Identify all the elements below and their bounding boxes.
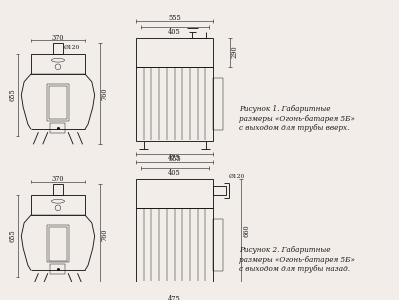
Bar — [49, 227, 67, 260]
Text: 655: 655 — [9, 230, 17, 242]
Text: 555: 555 — [168, 14, 181, 22]
Text: 405: 405 — [168, 28, 181, 36]
Text: 405: 405 — [168, 169, 181, 177]
Text: 760: 760 — [101, 228, 109, 241]
Text: 660: 660 — [242, 224, 250, 237]
Bar — [47, 84, 69, 121]
Bar — [50, 264, 65, 274]
Bar — [136, 179, 213, 208]
Text: 555: 555 — [168, 155, 181, 163]
Text: 290: 290 — [231, 46, 239, 58]
Bar — [53, 184, 63, 195]
Bar — [53, 43, 63, 54]
Text: 370: 370 — [52, 175, 64, 183]
Text: Рисунок 1. Габаритные
размеры «Огонь-батарея 5Б»
с выходом для трубы вверх.: Рисунок 1. Габаритные размеры «Огонь-бат… — [239, 105, 356, 132]
Text: Рисунок 2. Габаритные
размеры «Огонь-батарея 5Б»
с выходом для трубы назад.: Рисунок 2. Габаритные размеры «Огонь-бат… — [239, 246, 356, 273]
Bar — [213, 186, 226, 195]
Text: 475: 475 — [168, 154, 181, 162]
Bar — [136, 38, 213, 67]
Bar — [31, 54, 85, 74]
Text: 475: 475 — [168, 295, 181, 300]
Bar — [213, 219, 223, 271]
Text: 370: 370 — [52, 34, 64, 42]
Bar — [50, 123, 65, 133]
Text: 655: 655 — [9, 88, 17, 101]
Bar — [136, 67, 213, 141]
Text: Ø120: Ø120 — [228, 174, 245, 179]
Bar — [31, 195, 85, 215]
Text: Ø120: Ø120 — [63, 44, 80, 50]
Text: 760: 760 — [101, 87, 109, 100]
Bar — [49, 85, 67, 119]
Bar — [136, 208, 213, 282]
Bar — [213, 78, 223, 130]
Bar — [47, 225, 69, 262]
